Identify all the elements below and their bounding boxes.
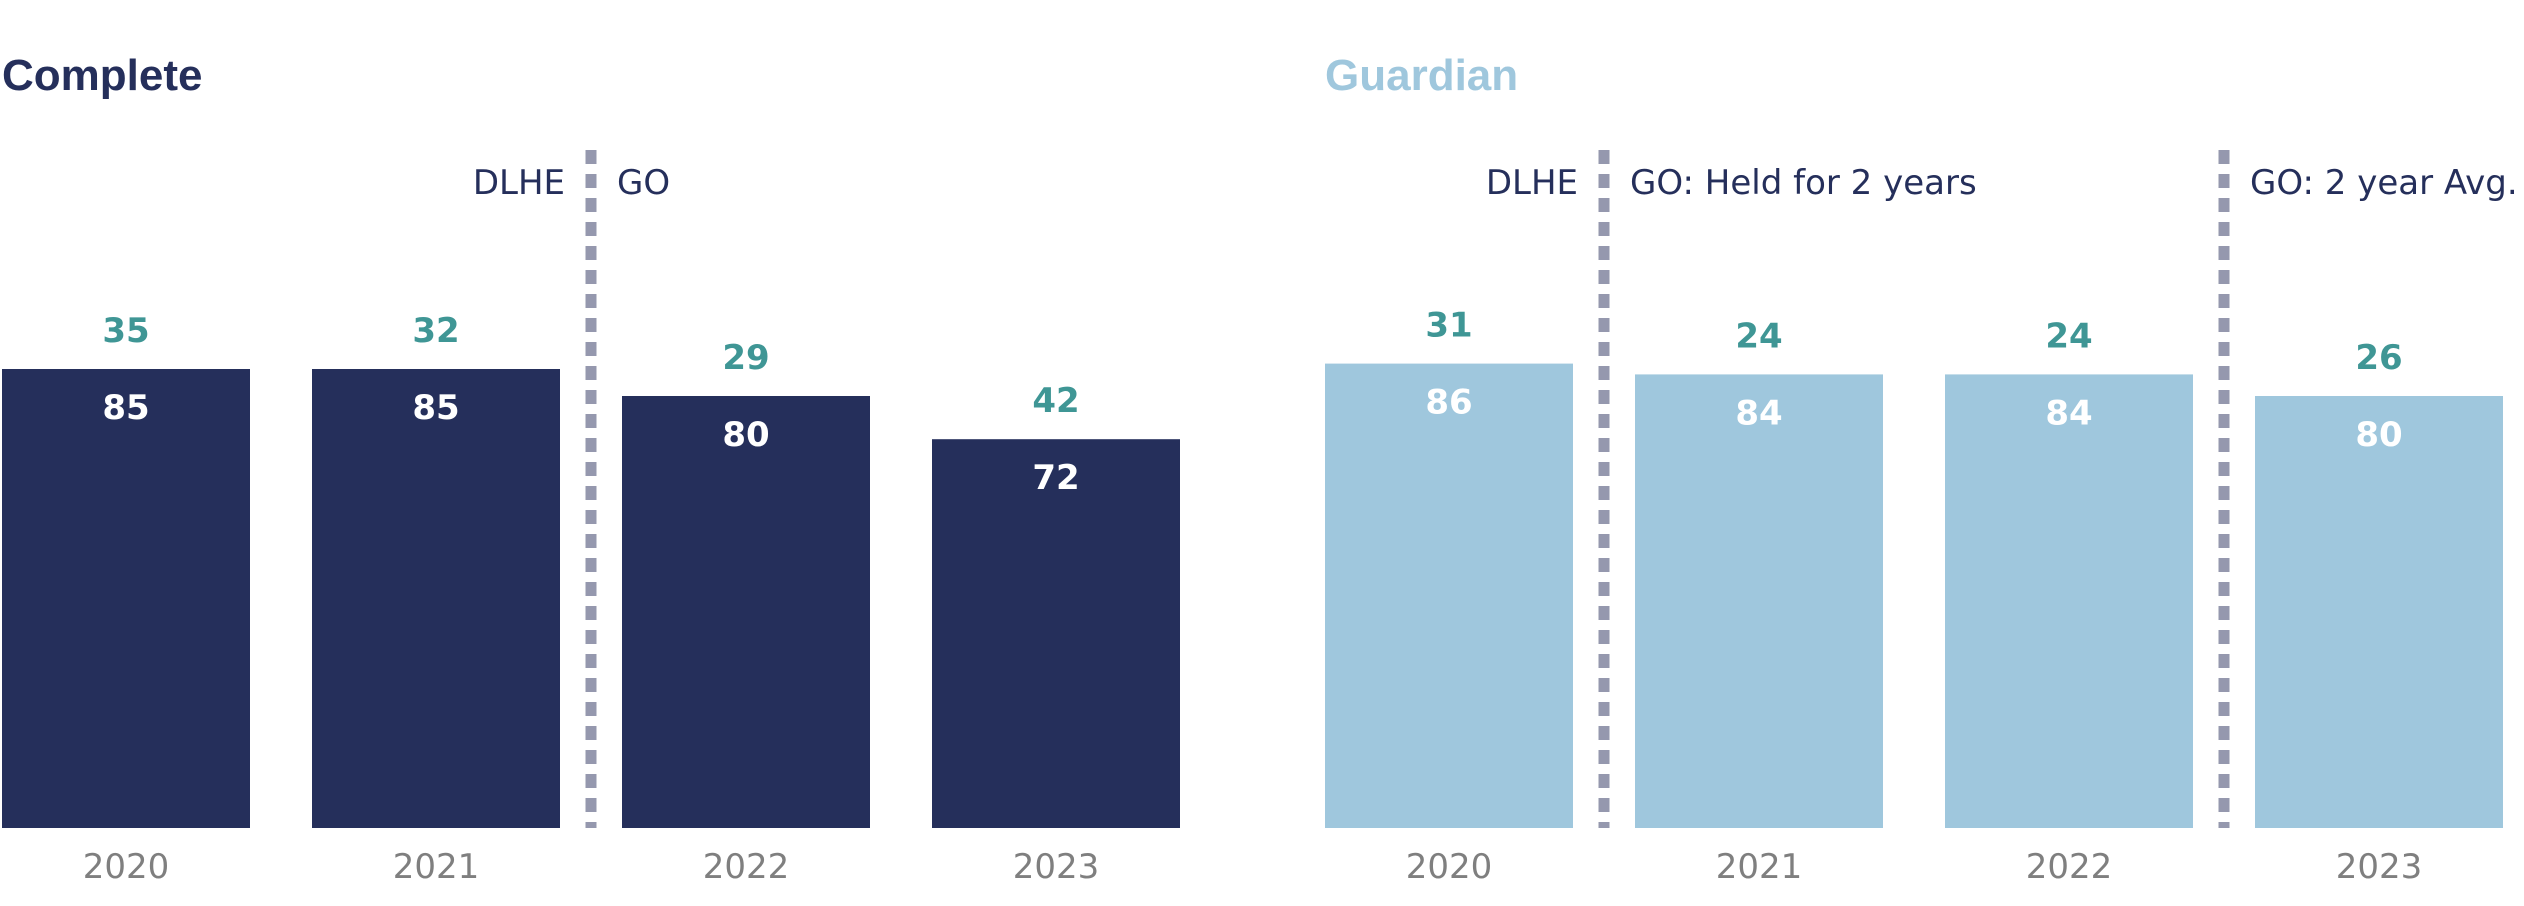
complete-bar-2022	[622, 396, 870, 828]
complete-era-label-1: GO	[617, 163, 670, 203]
complete-top-value-2021: 32	[412, 311, 459, 351]
guardian-bar-value-2023: 80	[2355, 415, 2402, 455]
complete-tick-2023: 2023	[1013, 847, 1100, 887]
guardian-tick-2020: 2020	[1406, 847, 1493, 887]
complete-tick-2020: 2020	[83, 847, 170, 887]
guardian-top-value-2022: 24	[2045, 316, 2092, 356]
complete-top-value-2020: 35	[102, 311, 149, 351]
complete-bar-value-2022: 80	[722, 415, 769, 455]
complete-bar-value-2023: 72	[1032, 458, 1079, 498]
complete-bar-value-2020: 85	[102, 388, 149, 428]
guardian-tick-2022: 2022	[2026, 847, 2113, 887]
guardian-top-value-2020: 31	[1425, 306, 1472, 346]
guardian-bar-value-2022: 84	[2045, 393, 2092, 433]
guardian-bar-value-2021: 84	[1735, 393, 1782, 433]
guardian-era-label-0: DLHE	[1486, 163, 1578, 203]
complete-tick-2022: 2022	[703, 847, 790, 887]
guardian-tick-2023: 2023	[2336, 847, 2423, 887]
guardian-era-label-2: GO: 2 year Avg.	[2250, 163, 2518, 203]
guardian-bar-value-2020: 86	[1425, 383, 1472, 423]
guardian-tick-2021: 2021	[1716, 847, 1803, 887]
complete-bar-value-2021: 85	[412, 388, 459, 428]
guardian-bar-2022	[1945, 374, 2193, 828]
guardian-bar-2021	[1635, 374, 1883, 828]
guardian-chart: Guardian 86 31 2020 84 24 2021 84 24 2022 80 26 202…	[1325, 51, 2518, 887]
guardian-era-label-1: GO: Held for 2 years	[1630, 163, 1977, 203]
guardian-top-value-2021: 24	[1735, 316, 1782, 356]
complete-top-value-2022: 29	[722, 338, 769, 378]
complete-era-label-0: DLHE	[473, 163, 565, 203]
complete-top-value-2023: 42	[1032, 381, 1079, 421]
complete-chart: Complete 85 35 2020 85 32 2021 80 29 2022 72 42 202…	[2, 51, 1180, 887]
guardian-chart-title: Guardian	[1325, 51, 1518, 100]
guardian-bar-2023	[2255, 396, 2503, 828]
complete-bar-2021	[312, 369, 560, 828]
guardian-bar-2020	[1325, 363, 1573, 828]
complete-tick-2021: 2021	[393, 847, 480, 887]
complete-bar-2020	[2, 369, 250, 828]
complete-chart-title: Complete	[2, 51, 202, 100]
complete-bar-2023	[932, 439, 1180, 828]
guardian-top-value-2023: 26	[2355, 338, 2402, 378]
